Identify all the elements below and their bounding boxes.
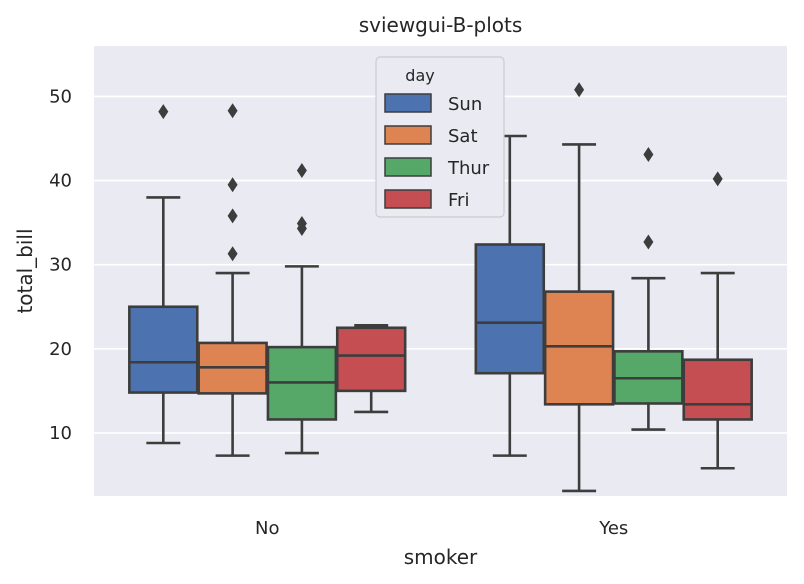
outlier-point: [296, 215, 307, 231]
box-layer: [128, 82, 753, 493]
outlier-point: [574, 82, 585, 98]
box-fri-no: [335, 323, 407, 414]
legend-label: Sun: [448, 94, 482, 115]
legend-label: Sat: [448, 126, 478, 147]
y-tick-label: 30: [49, 255, 72, 276]
legend-swatch: [384, 189, 432, 209]
outlier-point: [227, 177, 238, 193]
outlier-point: [643, 147, 654, 163]
outlier-point: [643, 234, 654, 250]
legend-swatch: [384, 93, 432, 113]
box-thur-no: [266, 162, 338, 455]
axis-layer: 10 20 30 40 50 No Yes: [49, 86, 628, 539]
box-iqr: [128, 305, 199, 394]
box-sun-no: [128, 104, 199, 445]
chart-title: sviewgui-B-plots: [359, 13, 523, 37]
y-axis-label: total_bill: [13, 228, 37, 313]
box-fri-yes: [682, 171, 753, 470]
box-iqr: [682, 358, 753, 421]
legend-item-sun: Sun: [384, 93, 482, 115]
legend-item-thur: Thur: [384, 157, 490, 179]
box-iqr: [543, 290, 615, 406]
legend-items: Sun Sat Thur Fri: [384, 93, 490, 211]
box-iqr: [474, 243, 546, 375]
legend-swatch: [384, 125, 432, 145]
y-tick-label: 50: [49, 86, 72, 107]
legend-swatch: [384, 157, 432, 177]
x-tick-label: No: [255, 518, 279, 539]
y-tick-label: 40: [49, 171, 72, 192]
legend-title: day: [405, 66, 434, 85]
outlier-point: [296, 162, 307, 178]
outlier-point: [227, 103, 238, 119]
outlier-point: [712, 171, 723, 187]
box-sun-yes: [474, 134, 546, 457]
x-axis-label: smoker: [404, 545, 478, 569]
legend-item-fri: Fri: [384, 189, 469, 211]
y-tick-label: 20: [49, 339, 72, 360]
y-tick-label: 10: [49, 423, 72, 444]
box-iqr: [335, 326, 407, 393]
legend-label: Fri: [448, 190, 469, 211]
outlier-point: [227, 246, 238, 262]
box-sat-yes: [543, 82, 615, 493]
box-sat-no: [197, 103, 268, 457]
outlier-point: [227, 208, 238, 224]
x-tick-label: Yes: [598, 518, 628, 539]
box-thur-yes: [613, 147, 684, 431]
legend: day Sun Sat Thur Fri: [375, 56, 505, 218]
outlier-point: [158, 104, 169, 120]
legend-item-sat: Sat: [384, 125, 478, 147]
legend-label: Thur: [447, 158, 490, 179]
